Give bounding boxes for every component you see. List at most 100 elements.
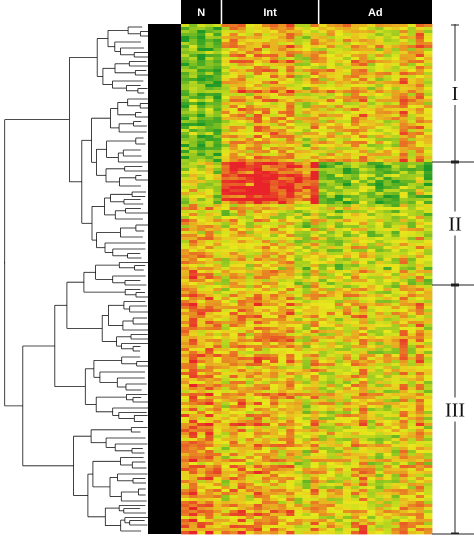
heatmap-cell (245, 294, 255, 298)
heatmap-cell (334, 303, 344, 307)
heatmap-cell (286, 111, 295, 115)
heatmap-cell (270, 204, 279, 208)
heatmap-cell (407, 189, 417, 193)
heatmap-cell (197, 168, 206, 172)
column-group-header: N Int Ad (181, 0, 432, 24)
heatmap-cell (253, 141, 263, 145)
heatmap-cell (423, 330, 433, 334)
heatmap-cell (302, 219, 311, 223)
heatmap-cell (342, 252, 352, 256)
heatmap-cell (245, 360, 255, 364)
heatmap-cell (213, 183, 222, 187)
heatmap-cell (334, 372, 344, 376)
heatmap-cell (318, 198, 328, 202)
heatmap-cell (205, 141, 214, 145)
heatmap-cell (407, 216, 417, 220)
heatmap-cell (229, 87, 239, 91)
heatmap-cell (399, 162, 409, 166)
heatmap-cell (189, 279, 198, 283)
heatmap-cell (399, 324, 409, 328)
heatmap-cell (245, 282, 255, 286)
heatmap-cell (253, 90, 263, 94)
heatmap-cell (342, 408, 352, 412)
heatmap-cell (221, 270, 230, 274)
heatmap-cell (367, 315, 376, 319)
heatmap-cell (221, 342, 230, 346)
heatmap-cell (181, 93, 190, 97)
heatmap-cell (383, 381, 392, 385)
heatmap-cell (189, 402, 198, 406)
heatmap-cell (359, 174, 368, 178)
heatmap-cell (197, 114, 206, 118)
heatmap-cell (278, 420, 287, 424)
heatmap-cell (213, 234, 222, 238)
heatmap-cell (286, 27, 295, 31)
heatmap-cell (278, 471, 287, 475)
heatmap-cell (334, 114, 344, 118)
heatmap-cell (197, 390, 206, 394)
heatmap-cell (189, 321, 198, 325)
heatmap-cell (407, 66, 417, 70)
heatmap-cell (359, 357, 368, 361)
heatmap-cell (359, 348, 368, 352)
heatmap-cell (334, 189, 344, 193)
heatmap-cell (261, 465, 271, 469)
heatmap-cell (205, 462, 214, 466)
heatmap-cell (213, 195, 222, 199)
heatmap-cell (423, 234, 433, 238)
heatmap-cell (245, 84, 255, 88)
heatmap-cell (310, 144, 320, 148)
heatmap-cell (213, 333, 222, 337)
heatmap-cell (205, 324, 214, 328)
heatmap-cell (399, 60, 409, 64)
heatmap-cell (189, 396, 198, 400)
heatmap-cell (213, 36, 222, 40)
heatmap-cell (270, 330, 279, 334)
heatmap-cell (423, 327, 433, 331)
heatmap-cell (245, 189, 255, 193)
heatmap-cell (399, 81, 409, 85)
heatmap-cell (197, 237, 206, 241)
heatmap-cell (399, 387, 409, 391)
heatmap-cell (367, 450, 376, 454)
heatmap-cell (221, 381, 230, 385)
heatmap-cell (367, 396, 376, 400)
heatmap-cell (229, 186, 239, 190)
heatmap-cell (245, 198, 255, 202)
heatmap-cell (367, 195, 376, 199)
heatmap-cell (302, 273, 311, 277)
heatmap-cell (391, 312, 401, 316)
heatmap-cell (278, 336, 287, 340)
heatmap-cell (237, 411, 247, 415)
heatmap-cell (237, 462, 247, 466)
heatmap-cell (221, 234, 230, 238)
heatmap-cell (221, 273, 230, 277)
heatmap-cell (391, 366, 401, 370)
heatmap-cell (229, 333, 239, 337)
heatmap-cell (367, 87, 376, 91)
heatmap-cell (351, 42, 360, 46)
heatmap-cell (278, 105, 287, 109)
heatmap-cell (197, 252, 206, 256)
heatmap-cell (407, 75, 417, 79)
heatmap-cell (278, 384, 287, 388)
heatmap-cell (310, 243, 320, 247)
heatmap-cell (423, 366, 433, 370)
heatmap-cell (181, 339, 190, 343)
heatmap-cell (367, 75, 376, 79)
heatmap-cell (367, 135, 376, 139)
heatmap-cell (342, 369, 352, 373)
heatmap-cell (326, 75, 336, 79)
heatmap-cell (423, 183, 433, 187)
heatmap-cell (415, 246, 425, 250)
heatmap-cell (399, 453, 409, 457)
heatmap-cell (181, 459, 190, 463)
heatmap-cell (221, 366, 230, 370)
heatmap-cell (197, 63, 206, 67)
heatmap-cell (351, 90, 360, 94)
heatmap-cell (367, 408, 376, 412)
heatmap-cell (391, 318, 401, 322)
heatmap-cell (213, 96, 222, 100)
heatmap-cell (237, 189, 247, 193)
heatmap-cell (205, 351, 214, 355)
